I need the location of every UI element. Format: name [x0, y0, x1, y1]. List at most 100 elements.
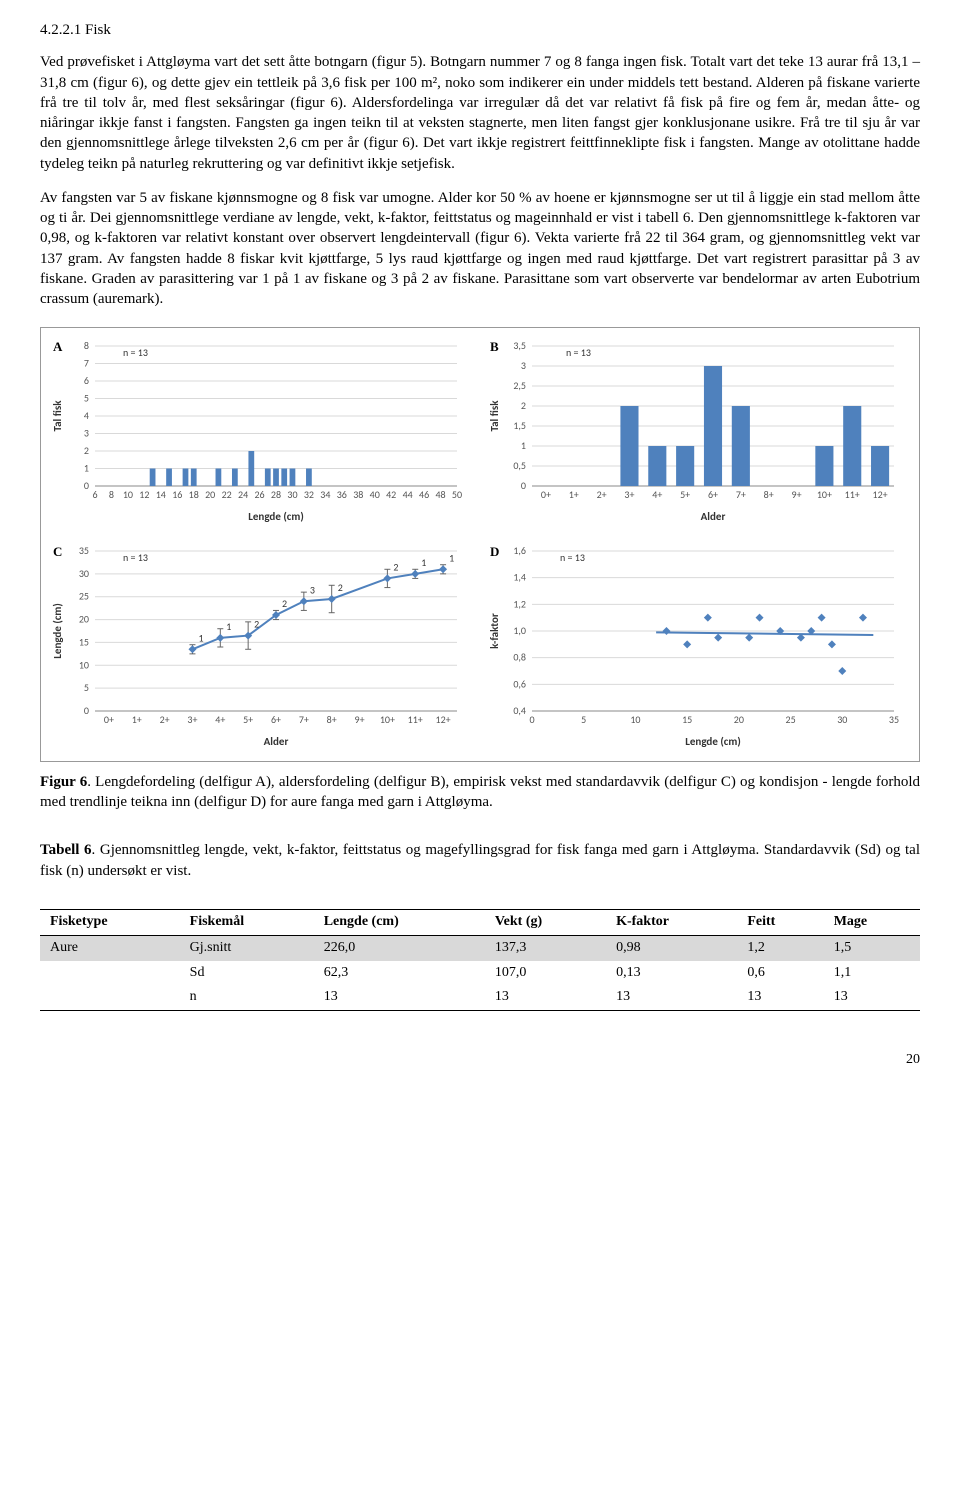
svg-text:48: 48: [435, 488, 445, 501]
svg-text:6: 6: [84, 374, 89, 387]
panel-label-a: A: [53, 338, 62, 356]
svg-text:18: 18: [189, 488, 199, 501]
svg-text:26: 26: [254, 488, 264, 501]
svg-text:0+: 0+: [541, 488, 551, 501]
svg-text:n = 13: n = 13: [566, 346, 591, 359]
svg-text:8+: 8+: [327, 713, 337, 726]
table-cell: 13: [485, 985, 606, 1010]
table-cell: 13: [606, 985, 737, 1010]
svg-text:42: 42: [386, 488, 396, 501]
svg-text:20: 20: [734, 713, 744, 726]
table-cell: 1,2: [737, 935, 823, 960]
table-row: Sd62,3107,00,130,61,1: [40, 961, 920, 986]
svg-text:10: 10: [79, 658, 89, 671]
svg-text:14: 14: [156, 488, 166, 501]
svg-text:24: 24: [238, 488, 248, 501]
figure-6-caption-text: Lengdefordeling (delfigur A), aldersford…: [40, 774, 920, 810]
paragraph-2: Av fangsten var 5 av fiskane kjønnsmogne…: [40, 188, 920, 310]
svg-text:1: 1: [84, 462, 89, 475]
svg-text:3,5: 3,5: [513, 339, 526, 352]
svg-text:1,4: 1,4: [513, 570, 526, 583]
table-col-header: Lengde (cm): [314, 909, 485, 935]
svg-text:0+: 0+: [104, 713, 114, 726]
svg-text:4+: 4+: [652, 488, 662, 501]
svg-text:3+: 3+: [187, 713, 197, 726]
svg-text:5+: 5+: [243, 713, 253, 726]
svg-text:1: 1: [521, 439, 526, 452]
table-col-header: K-faktor: [606, 909, 737, 935]
svg-text:1: 1: [421, 555, 426, 568]
svg-text:11+: 11+: [408, 713, 423, 726]
svg-text:3: 3: [84, 427, 89, 440]
svg-text:0,4: 0,4: [513, 704, 526, 717]
table-cell: 0,13: [606, 961, 737, 986]
svg-text:6: 6: [92, 488, 97, 501]
svg-text:3: 3: [521, 359, 526, 372]
table-cell: Gj.snitt: [180, 935, 314, 960]
svg-text:15: 15: [79, 635, 89, 648]
svg-text:Lengde (cm): Lengde (cm): [248, 510, 304, 523]
table-cell: [40, 961, 180, 986]
svg-text:4+: 4+: [215, 713, 225, 726]
table-cell: 1,5: [824, 935, 920, 960]
table-col-header: Feitt: [737, 909, 823, 935]
svg-text:0: 0: [84, 479, 89, 492]
table-cell: 226,0: [314, 935, 485, 960]
table-row: AureGj.snitt226,0137,30,981,21,5: [40, 935, 920, 960]
chart-c: C051015202530350+1+2+3+4+5+6+7+8+9+10+11…: [47, 539, 476, 755]
svg-text:n = 13: n = 13: [123, 346, 148, 359]
svg-text:11+: 11+: [845, 488, 860, 501]
svg-text:1,0: 1,0: [513, 624, 526, 637]
svg-text:12+: 12+: [873, 488, 888, 501]
svg-text:9+: 9+: [355, 713, 365, 726]
chart-a: A012345678681012141618202224262830323436…: [47, 334, 476, 530]
svg-text:32: 32: [304, 488, 314, 501]
table-cell: 0,98: [606, 935, 737, 960]
svg-text:5: 5: [84, 392, 89, 405]
svg-text:7+: 7+: [299, 713, 309, 726]
figure-6-grid: A012345678681012141618202224262830323436…: [40, 327, 920, 762]
svg-text:2+: 2+: [597, 488, 607, 501]
svg-text:20: 20: [205, 488, 215, 501]
table-header-row: FisketypeFiskemålLengde (cm)Vekt (g)K-fa…: [40, 909, 920, 935]
table-cell: Sd: [180, 961, 314, 986]
table-cell: [40, 985, 180, 1010]
svg-text:38: 38: [353, 488, 363, 501]
svg-text:12+: 12+: [436, 713, 451, 726]
svg-text:8: 8: [109, 488, 114, 501]
svg-text:6+: 6+: [708, 488, 718, 501]
svg-text:n = 13: n = 13: [560, 551, 585, 564]
svg-text:Alder: Alder: [264, 735, 289, 748]
svg-text:n = 13: n = 13: [123, 551, 148, 564]
svg-text:1+: 1+: [569, 488, 579, 501]
table-cell: 107,0: [485, 961, 606, 986]
svg-text:Alder: Alder: [701, 510, 726, 523]
svg-text:20: 20: [79, 612, 89, 625]
svg-text:40: 40: [370, 488, 380, 501]
svg-text:12: 12: [139, 488, 149, 501]
svg-text:9+: 9+: [792, 488, 802, 501]
svg-text:2: 2: [254, 617, 259, 630]
table-cell: 13: [314, 985, 485, 1010]
svg-text:25: 25: [79, 589, 89, 602]
svg-text:2,5: 2,5: [513, 379, 526, 392]
svg-text:44: 44: [403, 488, 413, 501]
svg-text:25: 25: [786, 713, 796, 726]
table-cell: 1,1: [824, 961, 920, 986]
svg-text:7+: 7+: [736, 488, 746, 501]
table-col-header: Mage: [824, 909, 920, 935]
svg-text:2: 2: [521, 399, 526, 412]
table-cell: 13: [737, 985, 823, 1010]
svg-text:1: 1: [226, 619, 231, 632]
table-col-header: Vekt (g): [485, 909, 606, 935]
svg-text:46: 46: [419, 488, 429, 501]
svg-text:1,6: 1,6: [513, 544, 526, 557]
svg-text:5: 5: [84, 681, 89, 694]
svg-text:2+: 2+: [160, 713, 170, 726]
svg-text:2: 2: [393, 560, 398, 573]
table-cell: n: [180, 985, 314, 1010]
svg-text:50: 50: [452, 488, 462, 501]
table-cell: 13: [824, 985, 920, 1010]
panel-label-d: D: [490, 543, 499, 561]
svg-text:k-faktor: k-faktor: [488, 613, 501, 649]
